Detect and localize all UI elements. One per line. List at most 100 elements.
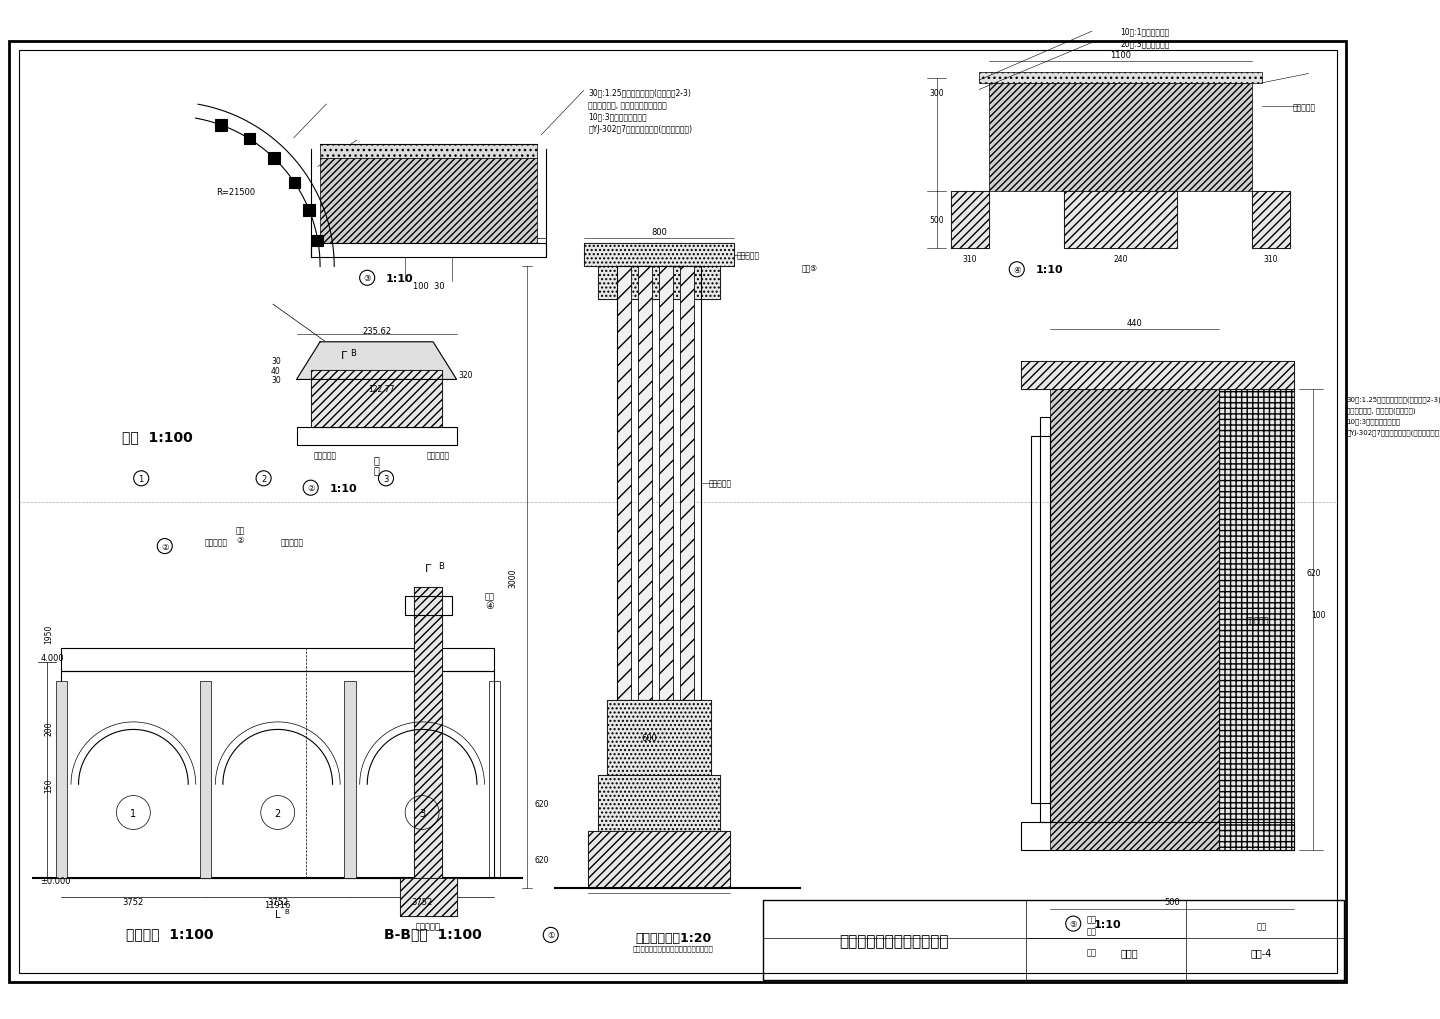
Text: 白色涂料石: 白色涂料石	[737, 252, 760, 261]
Bar	[1021, 362, 1295, 389]
Bar	[415, 587, 442, 878]
Bar	[589, 832, 730, 888]
Text: 1:10: 1:10	[386, 273, 413, 283]
Bar	[312, 235, 324, 247]
Text: 240: 240	[1113, 255, 1128, 264]
Bar	[60, 672, 494, 878]
Text: 参见⑤: 参见⑤	[802, 263, 818, 272]
Text: 310: 310	[1264, 255, 1279, 264]
Bar	[311, 371, 442, 427]
Bar	[979, 72, 1261, 84]
Text: 比例: 比例	[1257, 921, 1267, 930]
Text: 柱子详细尺寸1:20: 柱子详细尺寸1:20	[635, 931, 711, 945]
Text: 工: 工	[373, 455, 380, 465]
Text: 表面剁斧剁毛, 二遍成活(露面效果): 表面剁斧剁毛, 二遍成活(露面效果)	[1346, 407, 1416, 414]
Text: L: L	[275, 909, 281, 919]
Text: 刷YJ-302型7基层处理剂一遍(随刷随塞底灰): 刷YJ-302型7基层处理剂一遍(随刷随塞底灰)	[589, 124, 693, 133]
Bar	[660, 267, 672, 700]
Text: B: B	[285, 909, 289, 914]
Bar	[488, 681, 500, 878]
Bar	[950, 192, 988, 249]
Bar	[1064, 192, 1176, 249]
Text: 20厚:3水泥砂浆打底: 20厚:3水泥砂浆打底	[1120, 39, 1169, 48]
Text: 白色涂料石: 白色涂料石	[281, 537, 304, 546]
Text: 1:10: 1:10	[1094, 919, 1122, 928]
Text: 某广场: 某广场	[1120, 947, 1139, 957]
Bar	[1040, 418, 1050, 822]
Text: 1100: 1100	[1110, 51, 1130, 60]
Text: ①: ①	[547, 930, 554, 940]
Bar	[616, 267, 701, 700]
Text: ④: ④	[1012, 266, 1021, 274]
Bar	[950, 192, 988, 249]
Text: 440: 440	[1126, 319, 1142, 328]
Text: 200: 200	[45, 720, 53, 736]
Text: 1:10: 1:10	[330, 483, 357, 493]
Text: 白色涂料石: 白色涂料石	[1292, 103, 1316, 112]
Text: 4.000: 4.000	[40, 653, 65, 662]
Bar	[288, 177, 300, 189]
Text: 10厚:1水泥稀浆抹面: 10厚:1水泥稀浆抹面	[1120, 28, 1169, 37]
Text: 3752: 3752	[122, 898, 144, 907]
Bar	[763, 900, 1345, 980]
Text: B: B	[350, 348, 356, 358]
Text: 1: 1	[138, 474, 144, 483]
Bar	[988, 84, 1253, 192]
Text: 310: 310	[962, 255, 976, 264]
Text: 3000: 3000	[508, 568, 517, 587]
Bar	[1050, 389, 1295, 850]
Bar	[598, 267, 720, 301]
Bar	[400, 878, 456, 916]
Bar	[1253, 192, 1290, 249]
Text: 展开立面  1:100: 展开立面 1:100	[125, 926, 213, 941]
Bar	[1253, 192, 1290, 249]
Text: 1:10: 1:10	[1035, 265, 1063, 275]
Text: 图纸-4: 图纸-4	[1251, 947, 1272, 957]
Text: 刷YJ-302型7基层处理剂一遍(随刷随塞底灰): 刷YJ-302型7基层处理剂一遍(随刷随塞底灰)	[1346, 429, 1440, 436]
Bar	[243, 133, 255, 146]
Text: 620: 620	[534, 855, 549, 864]
Bar	[608, 700, 711, 775]
Text: 白色涂料石: 白色涂料石	[1246, 615, 1269, 625]
Bar	[1031, 436, 1050, 803]
Text: B: B	[438, 561, 444, 571]
Bar	[311, 244, 546, 258]
Bar	[415, 587, 442, 878]
Text: R=21500: R=21500	[216, 187, 255, 197]
Text: Γ: Γ	[340, 351, 347, 361]
Bar	[216, 120, 226, 131]
Bar	[608, 700, 711, 775]
Text: 30: 30	[271, 376, 281, 384]
Text: 122.77: 122.77	[369, 385, 395, 394]
Text: 名称: 名称	[1087, 926, 1097, 935]
Text: ±0.000: ±0.000	[40, 876, 71, 884]
Text: 320: 320	[459, 371, 474, 380]
Bar	[583, 244, 734, 267]
Text: 平: 平	[373, 465, 380, 475]
Bar	[60, 648, 494, 672]
Text: 30厚:1.25白水泥石子抹面(石子粒径2-3): 30厚:1.25白水泥石子抹面(石子粒径2-3)	[1346, 395, 1440, 403]
Text: 150: 150	[45, 777, 53, 792]
Text: ②: ②	[236, 535, 243, 544]
Text: 参见: 参见	[236, 526, 245, 535]
Bar	[344, 681, 356, 878]
Text: ②: ②	[307, 484, 314, 493]
Text: ⑤: ⑤	[1070, 919, 1077, 928]
Bar	[598, 775, 720, 832]
Text: ③: ③	[363, 274, 372, 283]
Text: 白色涂料石: 白色涂料石	[426, 450, 449, 460]
Bar	[583, 244, 734, 267]
Text: 白色涂料石: 白色涂料石	[314, 450, 337, 460]
Bar	[297, 427, 456, 446]
Text: 装饰砖铺制: 装饰砖铺制	[416, 921, 441, 930]
Text: 30厚:1.25白水泥石子抹面(石子粒径2-3): 30厚:1.25白水泥石子抹面(石子粒径2-3)	[589, 89, 691, 98]
Bar	[320, 159, 537, 244]
Bar	[1220, 389, 1295, 850]
Bar	[598, 267, 720, 301]
Text: 300: 300	[929, 89, 945, 98]
Text: 500: 500	[1164, 898, 1179, 907]
Text: 30: 30	[271, 357, 281, 366]
Text: 3752: 3752	[266, 898, 288, 907]
Text: 白色涂料石: 白色涂料石	[708, 479, 732, 488]
Bar	[598, 775, 720, 832]
